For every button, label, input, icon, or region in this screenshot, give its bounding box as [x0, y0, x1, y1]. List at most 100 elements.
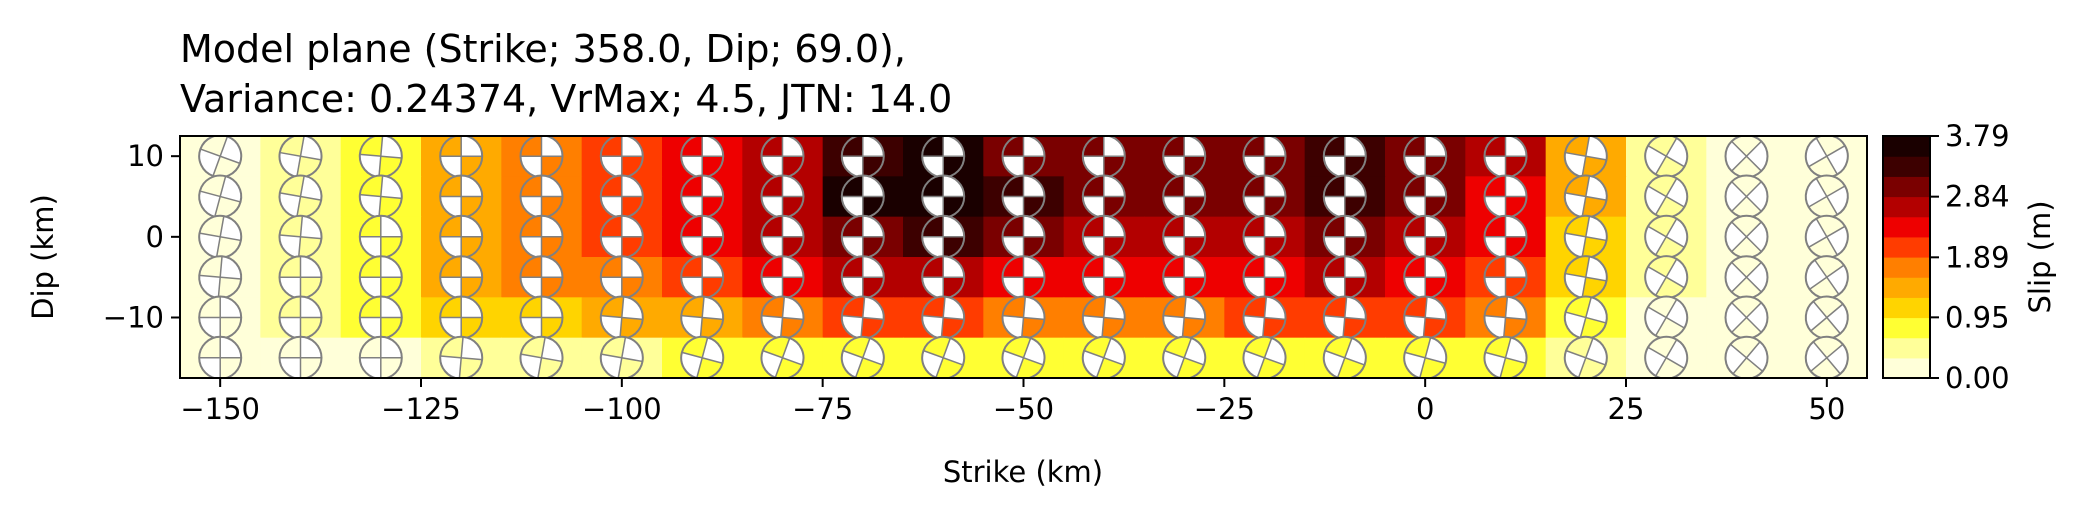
- compressional-quadrant: [298, 236, 322, 258]
- compressional-quadrant: [841, 296, 865, 318]
- compressional-quadrant: [780, 317, 804, 339]
- compressional-quadrant: [1243, 136, 1265, 157]
- focal-mechanism: [840, 295, 885, 340]
- focal-mechanism: [1644, 335, 1689, 378]
- y-axis: −10 0 10: [103, 139, 180, 335]
- compressional-quadrant: [1323, 215, 1345, 237]
- compressional-quadrant: [1731, 317, 1762, 339]
- compressional-quadrant: [860, 317, 884, 339]
- focal-mechanism: [1322, 214, 1367, 259]
- compressional-quadrant: [1264, 236, 1286, 258]
- colorbar-segment: [1883, 357, 1930, 379]
- focal-mechanism: [1724, 335, 1769, 378]
- compressional-quadrant: [600, 215, 622, 237]
- focal-mechanism: [680, 136, 725, 179]
- compressional-quadrant: [1101, 317, 1125, 339]
- compressional-quadrant: [461, 277, 483, 299]
- compressional-quadrant: [1103, 196, 1125, 218]
- compressional-quadrant: [621, 277, 643, 299]
- compressional-quadrant: [296, 196, 322, 218]
- compressional-quadrant: [1648, 256, 1677, 278]
- focal-mechanism: [1081, 214, 1126, 259]
- compressional-quadrant: [922, 175, 944, 197]
- focal-mechanism: [599, 335, 644, 378]
- focal-mechanism: [760, 136, 805, 179]
- focal-mechanism: [1804, 295, 1849, 340]
- compressional-quadrant: [378, 196, 402, 218]
- compressional-quadrant: [1163, 175, 1185, 197]
- compressional-quadrant: [1655, 277, 1685, 299]
- compressional-quadrant: [1262, 317, 1286, 339]
- focal-mechanism: [840, 136, 885, 179]
- focal-mechanism: [358, 295, 403, 340]
- compressional-quadrant: [761, 175, 783, 197]
- focal-mechanism: [1804, 255, 1849, 300]
- compressional-quadrant: [520, 336, 546, 358]
- focal-mechanism: [921, 295, 966, 340]
- compressional-quadrant: [1082, 136, 1104, 157]
- compressional-quadrant: [1731, 236, 1762, 258]
- compressional-quadrant: [1184, 277, 1206, 299]
- compressional-quadrant: [681, 256, 703, 278]
- compressional-quadrant: [862, 196, 884, 218]
- compressional-quadrant: [1021, 317, 1045, 339]
- compressional-quadrant: [700, 317, 724, 339]
- focal-mechanism: [1242, 214, 1287, 259]
- compressional-quadrant: [1423, 317, 1447, 339]
- focal-mechanism: [198, 295, 243, 340]
- compressional-quadrant: [922, 296, 946, 318]
- focal-mechanism: [1081, 295, 1126, 340]
- x-tick-label: 0: [1416, 392, 1434, 426]
- focal-mechanism: [760, 255, 805, 300]
- compressional-quadrant: [1655, 236, 1685, 258]
- compressional-quadrant: [1103, 277, 1125, 299]
- focal-mechanism: [1724, 214, 1769, 259]
- focal-mechanism: [278, 335, 323, 378]
- compressional-quadrant: [1002, 256, 1024, 278]
- focal-mechanism: [1644, 214, 1689, 259]
- colorbar-tick-label: 0.95: [1945, 300, 2010, 334]
- focal-mechanism: [1644, 174, 1689, 219]
- focal-mechanism: [439, 295, 484, 340]
- colorbar-segment: [1883, 337, 1930, 359]
- compressional-quadrant: [1002, 296, 1026, 318]
- compressional-quadrant: [761, 215, 783, 237]
- focal-mechanism: [599, 174, 644, 219]
- focal-mechanism: [358, 255, 403, 300]
- compressional-quadrant: [1565, 136, 1590, 157]
- colorbar-segment: [1883, 257, 1930, 278]
- compressional-quadrant: [681, 215, 703, 237]
- compressional-quadrant: [520, 296, 542, 318]
- focal-mechanism: [198, 174, 243, 219]
- colorbar-segment: [1883, 317, 1930, 339]
- compressional-quadrant: [1565, 256, 1590, 278]
- y-tick-label: −10: [103, 301, 164, 335]
- focal-mechanism: [1242, 295, 1287, 340]
- focal-mechanism: [1644, 136, 1689, 179]
- compressional-quadrant: [782, 277, 804, 299]
- compressional-quadrant: [1323, 296, 1347, 318]
- compressional-quadrant: [459, 357, 483, 378]
- compressional-quadrant: [1404, 136, 1426, 157]
- compressional-quadrant: [841, 136, 863, 157]
- compressional-quadrant: [782, 236, 804, 258]
- compressional-quadrant: [279, 256, 301, 278]
- compressional-quadrant: [681, 136, 703, 157]
- focal-mechanism: [680, 174, 725, 219]
- focal-mechanism: [519, 136, 564, 179]
- focal-mechanism: [1001, 174, 1046, 219]
- compressional-quadrant: [702, 196, 724, 218]
- focal-mechanism: [1724, 255, 1769, 300]
- focal-mechanism: [1483, 136, 1528, 179]
- focal-mechanism: [1081, 174, 1126, 219]
- compressional-quadrant: [380, 236, 402, 258]
- y-tick-label: 10: [127, 139, 164, 173]
- compressional-quadrant: [1323, 256, 1345, 278]
- compressional-quadrant: [1484, 175, 1506, 197]
- x-tick-label: −75: [792, 392, 853, 426]
- compressional-quadrant: [541, 196, 563, 218]
- compressional-quadrant: [1082, 175, 1104, 197]
- focal-mechanism: [1563, 136, 1608, 179]
- focal-mechanism: [278, 295, 323, 340]
- compressional-quadrant: [1184, 196, 1206, 218]
